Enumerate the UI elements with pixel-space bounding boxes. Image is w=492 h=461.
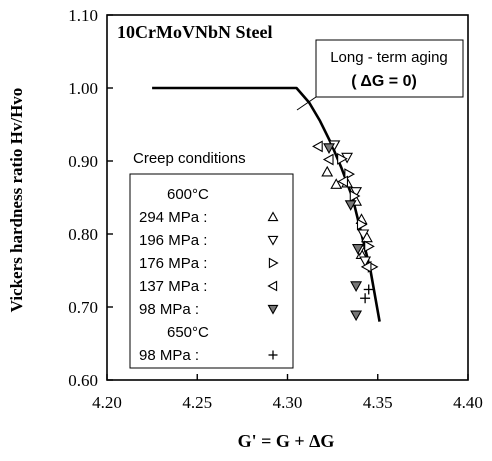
legend-entry-label: 294 MPa :: [139, 209, 207, 226]
legend-entry-label: 176 MPa :: [139, 255, 207, 272]
legend-entry-label: 98 MPa :: [139, 301, 199, 318]
legend-temperature: 600°C: [167, 186, 209, 203]
long-term-aging-curve: [152, 86, 381, 322]
y-tick-label: 1.00: [68, 79, 98, 98]
marker-triangle-left: [312, 140, 323, 153]
x-tick-label: 4.35: [363, 393, 393, 412]
marker-triangle-right: [356, 218, 368, 231]
x-axis-label: G' = G + ΔG: [238, 431, 335, 451]
marker-triangle-up: [330, 178, 343, 189]
legend-temperature: 650°C: [167, 324, 209, 341]
marker-triangle-down-filled: [344, 200, 357, 211]
marker-triangle-down-filled: [267, 304, 279, 315]
curve-annotation: Long - term aging ( ΔG = 0): [296, 39, 464, 111]
legend-box: [129, 173, 294, 369]
marker-triangle-right: [337, 152, 348, 165]
curve-annotation-line2: ( ΔG = 0): [351, 73, 417, 90]
y-tick-label: 0.60: [68, 371, 98, 390]
x-tick-label: 4.30: [273, 393, 303, 412]
marker-triangle-down: [267, 235, 279, 246]
marker-plus: [268, 350, 278, 360]
x-tick-label: 4.20: [92, 393, 122, 412]
x-tick-label: 4.40: [453, 393, 483, 412]
marker-triangle-down-filled: [323, 143, 335, 154]
marker-triangle-left: [322, 153, 334, 166]
legend-entry-label: 98 MPa :: [139, 347, 199, 364]
marker-triangle-up: [321, 165, 334, 177]
marker-triangle-down: [357, 229, 370, 241]
y-tick-label: 0.80: [68, 225, 98, 244]
legend-entry-label: 196 MPa :: [139, 232, 207, 249]
data-markers: [312, 140, 379, 322]
curve-annotation-box: [315, 39, 464, 98]
marker-triangle-right: [349, 190, 361, 202]
curve-annotation-line1: Long - term aging: [330, 49, 448, 66]
marker-triangle-down: [359, 256, 372, 268]
marker-triangle-left: [360, 260, 372, 273]
marker-triangle-right: [268, 257, 279, 269]
y-tick-label: 1.10: [68, 6, 98, 25]
x-tick-label: 4.25: [182, 393, 212, 412]
legend-title: Creep conditions: [133, 150, 246, 167]
legend: Creep conditions 600°C 294 MPa : 196 MPa :…: [129, 150, 294, 369]
y-axis-label: Vickers hardness ratio Hv/Hvo: [7, 88, 26, 313]
y-tick-label: 0.90: [68, 152, 98, 171]
y-tick-label: 0.70: [68, 298, 98, 317]
marker-triangle-down-filled: [351, 244, 364, 255]
marker-triangle-up: [267, 211, 279, 222]
marker-triangle-down-filled: [350, 281, 363, 292]
legend-entry-label: 137 MPa :: [139, 278, 207, 295]
marker-triangle-left: [337, 175, 349, 188]
marker-triangle-down: [350, 187, 363, 198]
long-term-aging-curve-layer: [152, 86, 381, 322]
marker-triangle-left: [267, 280, 278, 292]
axis-ticks: 4.20 4.25 4.30 4.35 4.40 0.60 0.70 0.80 0.90 1.00…: [68, 6, 483, 412]
marker-triangle-down-filled: [350, 310, 363, 322]
marker-plus: [360, 293, 371, 304]
chart-title: 10CrMoVNbN Steel: [117, 22, 272, 42]
curve-annotation-leader: [296, 96, 317, 111]
marker-plus: [363, 284, 374, 295]
marker-triangle-right: [364, 240, 375, 253]
